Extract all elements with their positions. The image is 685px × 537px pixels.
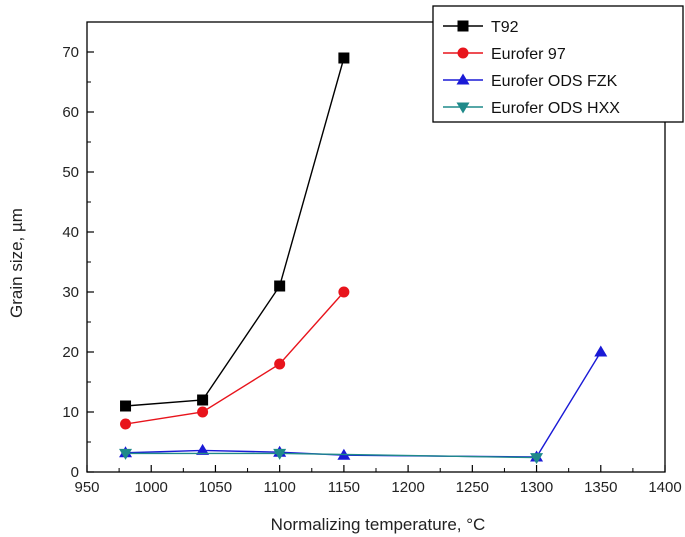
data-point — [196, 443, 210, 455]
legend-marker — [456, 102, 470, 114]
data-point — [274, 358, 286, 370]
x-tick-label: 1000 — [135, 479, 168, 496]
y-tick-label: 70 — [62, 44, 79, 61]
legend-marker — [457, 47, 469, 59]
y-tick-label: 50 — [62, 164, 79, 181]
x-tick-label: 1150 — [328, 479, 360, 496]
x-tick-label: 950 — [74, 479, 99, 496]
y-tick-label: 40 — [62, 224, 79, 241]
x-tick-label: 1300 — [520, 479, 553, 496]
series-line-1 — [125, 57, 345, 407]
legend-label: Eurofer 97 — [491, 46, 566, 63]
data-point — [197, 406, 209, 418]
x-tick-label: 1350 — [584, 479, 617, 496]
data-point — [338, 52, 350, 64]
x-tick-label: 1250 — [456, 479, 489, 496]
y-tick-label: 30 — [62, 284, 79, 301]
x-tick-label: 1050 — [199, 479, 232, 496]
data-point — [120, 400, 132, 412]
series-line-2 — [125, 291, 345, 425]
data-point — [273, 448, 287, 460]
legend-marker — [456, 73, 470, 85]
data-point — [594, 345, 608, 357]
series-line-4 — [125, 452, 537, 459]
data-point — [274, 280, 286, 292]
data-point — [530, 453, 544, 465]
series-line-3 — [125, 351, 602, 458]
legend-label: Eurofer ODS FZK — [491, 73, 618, 90]
y-tick-label: 60 — [62, 104, 79, 121]
x-tick-label: 1200 — [391, 479, 424, 496]
x-tick-label: 1100 — [264, 479, 296, 496]
legend-label: T92 — [491, 19, 519, 36]
data-point — [338, 286, 350, 298]
data-point — [197, 394, 209, 406]
data-point — [120, 418, 132, 430]
legend-label: Eurofer ODS HXX — [491, 100, 620, 117]
y-tick-label: 0 — [71, 464, 79, 481]
data-point — [119, 448, 133, 460]
legend-marker — [457, 20, 469, 32]
y-tick-label: 20 — [62, 344, 79, 361]
x-tick-label: 1400 — [648, 479, 681, 496]
y-axis-title: Grain size, µm — [7, 208, 26, 318]
x-axis-title: Normalizing temperature, °C — [271, 515, 486, 534]
y-tick-label: 10 — [62, 404, 79, 421]
